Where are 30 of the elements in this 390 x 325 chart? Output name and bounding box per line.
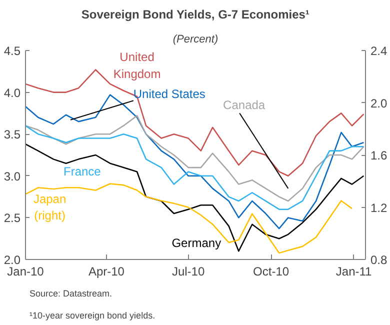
y-tick-label: 2.0	[4, 253, 21, 267]
x-tick-label: Oct-10	[253, 264, 290, 278]
y2-tick-label: 1.6	[370, 148, 388, 162]
text: ¹10-year sovereign bond yields.	[30, 310, 156, 320]
series-label: Germany	[172, 236, 222, 250]
series-label: France	[63, 164, 102, 179]
line-series	[26, 143, 364, 252]
x-tick-label: Jul-10	[172, 264, 205, 278]
x-tick-label: Jan-11	[336, 264, 372, 278]
y-tick-label: 4.0	[4, 86, 21, 100]
chart-title: Sovereign Bond Yields, G-7 Economies¹	[81, 8, 310, 22]
y2-tick-label: 1.2	[370, 200, 388, 215]
line-series	[26, 125, 364, 210]
text: Canada	[223, 98, 266, 112]
y2-tick-label: 2.4	[370, 44, 388, 58]
series-label: Japan (right)	[33, 192, 66, 223]
x-tick-label: Apr-10	[88, 264, 125, 278]
y2-tick-label: 2.0	[370, 96, 388, 110]
y2-tick-label: 0.8	[370, 253, 388, 267]
line-series	[26, 69, 364, 177]
series-label: United Kingdom	[113, 50, 161, 81]
line-series	[26, 183, 353, 254]
y-tick-label: 3.0	[4, 169, 21, 184]
chart-subtitle: (Percent)	[172, 34, 218, 46]
y-tick-label: 2.5	[4, 211, 21, 226]
y-tick-label: 3.5	[4, 128, 21, 142]
source-note: Source: Datastream.	[30, 288, 112, 298]
series-label: United States	[133, 86, 206, 101]
y-tick-label: 4.5	[4, 44, 21, 58]
x-tick-label: Jan-10	[7, 264, 44, 278]
